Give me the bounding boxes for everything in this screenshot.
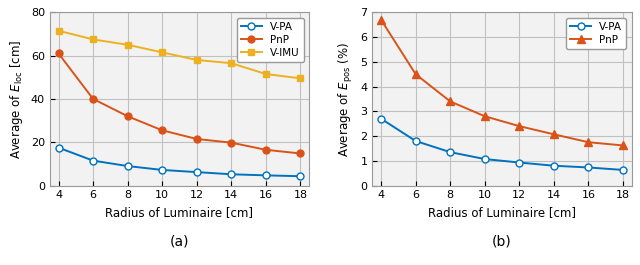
V-PA [296,175,304,178]
V-PA [227,173,235,176]
PnP [158,129,166,132]
Line: PnP: PnP [55,50,304,157]
PnP [377,18,385,21]
V-PA [412,139,419,143]
PnP [446,100,454,103]
V-PA [193,170,200,174]
Legend: V-PA, PnP: V-PA, PnP [566,17,627,49]
V-PA [584,166,592,169]
V-PA [619,168,627,171]
X-axis label: Radius of Luminaire [cm]: Radius of Luminaire [cm] [428,206,576,219]
PnP [193,137,200,140]
Line: V-PA: V-PA [55,144,304,180]
PnP [54,52,62,55]
V-PA [481,157,488,161]
PnP [619,144,627,147]
PnP [584,141,592,144]
Text: (b): (b) [492,234,512,248]
PnP [262,148,269,151]
PnP [412,73,419,76]
PnP [515,125,523,128]
V-IMU [227,62,235,65]
V-IMU [54,29,62,32]
V-PA [377,117,385,120]
Y-axis label: Average of $E_{\mathrm{pos}}$ (%): Average of $E_{\mathrm{pos}}$ (%) [337,41,355,157]
Line: PnP: PnP [377,16,627,150]
V-IMU [262,72,269,76]
V-IMU [296,77,304,80]
V-IMU [124,43,131,46]
PnP [550,133,557,136]
V-IMU [158,51,166,54]
V-PA [89,159,97,162]
PnP [481,115,488,118]
V-PA [550,164,557,167]
Y-axis label: Average of $E_{\mathrm{loc}}$ [cm]: Average of $E_{\mathrm{loc}}$ [cm] [8,39,26,158]
V-PA [515,161,523,164]
Line: V-PA: V-PA [378,115,627,173]
PnP [89,97,97,100]
PnP [227,141,235,144]
V-PA [54,146,62,149]
Line: V-IMU: V-IMU [55,27,304,82]
Text: (a): (a) [170,234,189,248]
PnP [296,152,304,155]
V-IMU [193,58,200,61]
Legend: V-PA, PnP, V-IMU: V-PA, PnP, V-IMU [237,17,304,62]
V-PA [124,165,131,168]
PnP [124,115,131,118]
V-PA [158,168,166,171]
X-axis label: Radius of Luminaire [cm]: Radius of Luminaire [cm] [106,206,253,219]
V-PA [446,151,454,154]
V-IMU [89,38,97,41]
V-PA [262,174,269,177]
